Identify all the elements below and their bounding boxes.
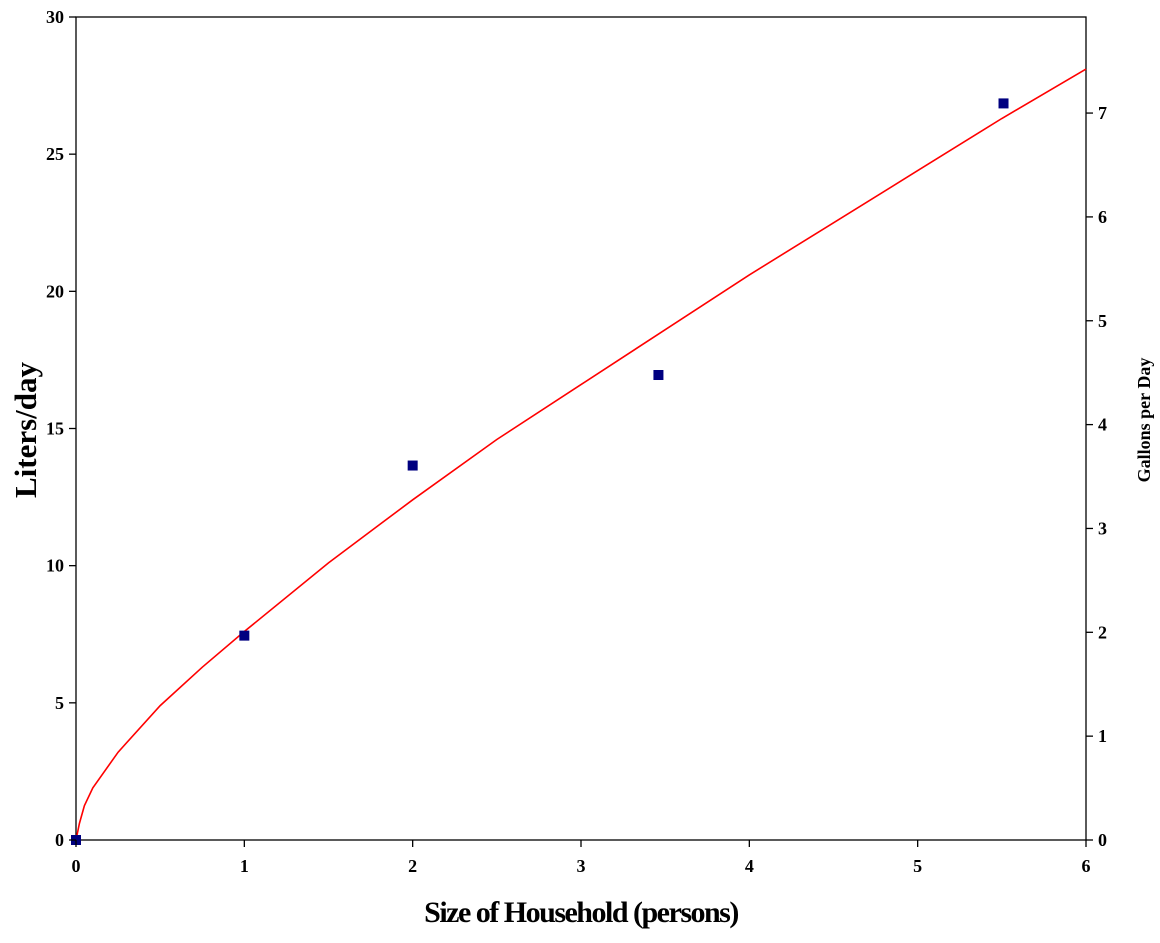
x-axis-ticks: 0 1 2 3 4 5 6 [72,840,1091,876]
y2-axis-title: Gallons per Day [1134,358,1154,483]
x-tick-label: 6 [1082,856,1091,876]
x-tick-label: 2 [408,856,417,876]
y-axis-ticks: 0 5 10 15 20 25 30 [46,7,76,850]
fit-curve-group [75,68,1087,841]
x-tick-label: 4 [745,856,754,876]
y-tick-label: 0 [55,830,64,850]
y2-tick-label: 4 [1098,415,1107,435]
fit-curve [75,68,1087,841]
data-point [998,98,1009,109]
y2-tick-label: 7 [1098,103,1107,123]
x-tick-label: 5 [913,856,922,876]
plot-border [75,16,1087,841]
y2-tick-label: 3 [1098,518,1107,538]
y-tick-label: 25 [46,144,64,164]
y-axis-title: Liters/day [8,361,43,498]
x-tick-label: 3 [577,856,586,876]
y-tick-label: 20 [46,281,64,301]
y2-tick-label: 1 [1098,726,1107,746]
data-point [239,630,250,641]
y-tick-label: 15 [46,419,64,439]
x-tick-label: 0 [72,856,81,876]
y-tick-label: 10 [46,556,64,576]
y2-tick-label: 0 [1098,830,1107,850]
y2-tick-label: 6 [1098,207,1107,227]
y2-tick-label: 2 [1098,622,1107,642]
y-tick-label: 30 [46,7,64,27]
y-tick-label: 5 [55,693,64,713]
data-point [653,370,664,381]
plot-area [75,16,1087,841]
y2-axis-ticks: 0 1 2 3 4 5 6 7 [1086,103,1107,850]
data-points-group [71,98,1009,845]
x-axis-title: Size of Household (persons) [424,896,738,929]
data-point [407,460,418,471]
y2-tick-label: 5 [1098,311,1107,331]
x-tick-label: 1 [240,856,249,876]
